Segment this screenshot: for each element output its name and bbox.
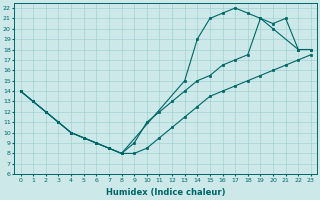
X-axis label: Humidex (Indice chaleur): Humidex (Indice chaleur)	[106, 188, 226, 197]
